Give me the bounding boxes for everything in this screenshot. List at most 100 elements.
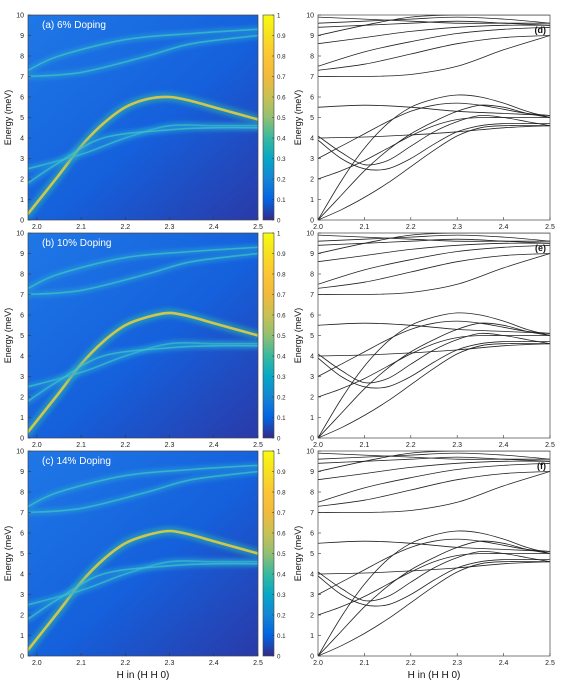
dispersion-3-branch-13 <box>318 460 550 481</box>
dispersion-1-branch-5 <box>318 123 550 171</box>
heatmap-3-ytick-label: 2 <box>20 613 24 620</box>
heatmap-3-colorbar-tick-label: 0.2 <box>277 612 286 619</box>
dispersion-3-ytick-label: 7 <box>310 510 314 517</box>
heatmap-3-ytick-label: 1 <box>20 633 24 640</box>
dispersion-3-branch-5 <box>318 559 550 607</box>
dispersion-2-ytick-label: 9 <box>310 251 314 258</box>
heatmap-1-band <box>28 126 258 184</box>
dispersion-3-branch-10 <box>318 471 550 514</box>
heatmap-3-background <box>28 451 258 656</box>
dispersion-3-ytick-label: 1 <box>310 633 314 640</box>
dispersion-3-branches <box>318 451 550 656</box>
dispersion-2-ytick-label: 0 <box>310 436 314 443</box>
heatmap-2-panel-label: (b) 10% Doping <box>42 238 111 249</box>
heatmap-1-ylabel: Energy (meV) <box>3 90 13 146</box>
dispersion-3-ytick-label: 0 <box>310 654 314 661</box>
dispersion-1-panel-label: (d) <box>535 25 547 35</box>
heatmap-3-band <box>28 464 258 508</box>
heatmap-2-ytick-label: 9 <box>20 251 24 258</box>
dispersion-1-ytick-label: 6 <box>310 95 314 102</box>
heatmap-3-xtick-label: 2.3 <box>165 660 175 667</box>
dispersion-2-branch-4 <box>318 332 550 384</box>
heatmap-3-colorbar-tick-label: 0.5 <box>277 551 286 558</box>
dispersion-1-branch-3 <box>318 125 550 220</box>
dispersion-1-branch-11 <box>318 35 550 71</box>
dispersion-1-xtick-label: 2.5 <box>545 224 555 231</box>
heatmap-1-ytick-label: 0 <box>20 218 24 225</box>
dispersion-1-branch-15 <box>318 16 550 24</box>
dispersion-1-branch-12 <box>318 26 550 67</box>
heatmap-2-band <box>28 344 258 402</box>
heatmap-3-colorbar-tick-label: 0.6 <box>277 530 286 537</box>
dispersion-2-ytick-label: 10 <box>306 231 314 238</box>
dispersion-2-branch-9 <box>318 322 550 334</box>
heatmap-1-colorbar-tick-label: 0.4 <box>277 135 286 142</box>
dispersion-3-xtick-label: 2.2 <box>406 660 416 667</box>
heatmap-3-ytick-label: 0 <box>20 654 24 661</box>
heatmap-2-xtick-label: 2.1 <box>76 442 86 449</box>
dispersion-1-ytick-label: 0 <box>310 218 314 225</box>
heatmap-2-ytick-label: 8 <box>20 272 24 279</box>
heatmap-1-colorbar-tick-label: 0.2 <box>277 176 286 183</box>
heatmap-2-ytick-label: 1 <box>20 415 24 422</box>
dispersion-3-branch-16 <box>318 452 550 460</box>
heatmap-3-ytick-label: 8 <box>20 490 24 497</box>
heatmap-3-xtick-label: 2.4 <box>209 660 219 667</box>
dispersion-2-branch-11 <box>318 253 550 289</box>
dispersion-1-branches <box>318 15 550 220</box>
dispersion-3-xlabel: H in (H H 0) <box>408 670 461 681</box>
dispersion-1-ytick-label: 3 <box>310 156 314 163</box>
heatmap-1-colorbar-tick-label: 0.5 <box>277 115 286 122</box>
dispersion-1-branch-1 <box>318 94 550 220</box>
dispersion-1-xtick-label: 2.2 <box>406 224 416 231</box>
heatmap-1-background <box>28 15 258 220</box>
dispersion-3-ytick-label: 2 <box>310 613 314 620</box>
dispersion-3-xtick-label: 2.3 <box>452 660 462 667</box>
heatmap-3-ytick-label: 3 <box>20 592 24 599</box>
dispersion-3-branch-11 <box>318 471 550 507</box>
heatmap-1-colorbar-tick-label: 0.9 <box>277 33 286 40</box>
dispersion-2-ytick-label: 5 <box>310 333 314 340</box>
dispersion-2-branch-1 <box>318 312 550 438</box>
dispersion-2-ytick-label: 7 <box>310 292 314 299</box>
heatmap-1-ytick-label: 1 <box>20 197 24 204</box>
heatmap-1-xtick-label: 2.0 <box>32 224 42 231</box>
dispersion-3-xtick-label: 2.4 <box>499 660 509 667</box>
dispersion-2-xtick-label: 2.3 <box>452 442 462 449</box>
dispersion-2-ytick-label: 3 <box>310 374 314 381</box>
heatmap-1-band <box>28 34 258 78</box>
heatmap-2-bands <box>28 244 258 437</box>
dispersion-2-xtick-label: 2.2 <box>406 442 416 449</box>
dispersion-3-branch-17 <box>318 451 550 472</box>
heatmap-2-xtick-label: 2.2 <box>120 442 130 449</box>
heatmap-2-ytick-label: 10 <box>16 231 24 238</box>
heatmap-2-colorbar-tick-label: 0.5 <box>277 333 286 340</box>
heatmap-1-xtick-label: 2.2 <box>120 224 130 231</box>
dispersion-2-branch-3 <box>318 343 550 438</box>
dispersion-1-xtick-label: 2.0 <box>313 224 323 231</box>
dispersion-2-branch-13 <box>318 242 550 263</box>
heatmap-2-xtick-label: 2.3 <box>165 442 175 449</box>
heatmap-1-ytick-label: 10 <box>16 13 24 20</box>
dispersion-2-ytick-label: 8 <box>310 272 314 279</box>
dispersion-2-branch-16 <box>318 234 550 242</box>
dispersion-3-frame <box>317 450 551 657</box>
dispersion-1-ytick-label: 4 <box>310 136 314 143</box>
heatmap-3-band <box>28 562 258 620</box>
dispersion-1-branch-2 <box>318 104 550 220</box>
heatmap-2-colorbar-tick-label: 0.9 <box>277 251 286 258</box>
heatmap-2-ytick-label: 6 <box>20 313 24 320</box>
heatmap-3-xtick-label: 2.0 <box>32 660 42 667</box>
dispersion-2-ytick-label: 4 <box>310 354 314 361</box>
dispersion-2-xtick-label: 2.0 <box>313 442 323 449</box>
heatmap-1-panel-label: (a) 6% Doping <box>42 20 106 31</box>
dispersion-1-ytick-label: 10 <box>306 13 314 20</box>
dispersion-2-branch-6 <box>318 334 550 398</box>
dispersion-1-branch-9 <box>318 104 550 116</box>
heatmap-1-xtick-label: 2.1 <box>76 224 86 231</box>
heatmap-3-colorbar-tick-label: 0.9 <box>277 469 286 476</box>
heatmap-1-ytick-label: 9 <box>20 33 24 40</box>
dispersion-2-branch-12 <box>318 244 550 285</box>
heatmap-2-ytick-label: 7 <box>20 292 24 299</box>
